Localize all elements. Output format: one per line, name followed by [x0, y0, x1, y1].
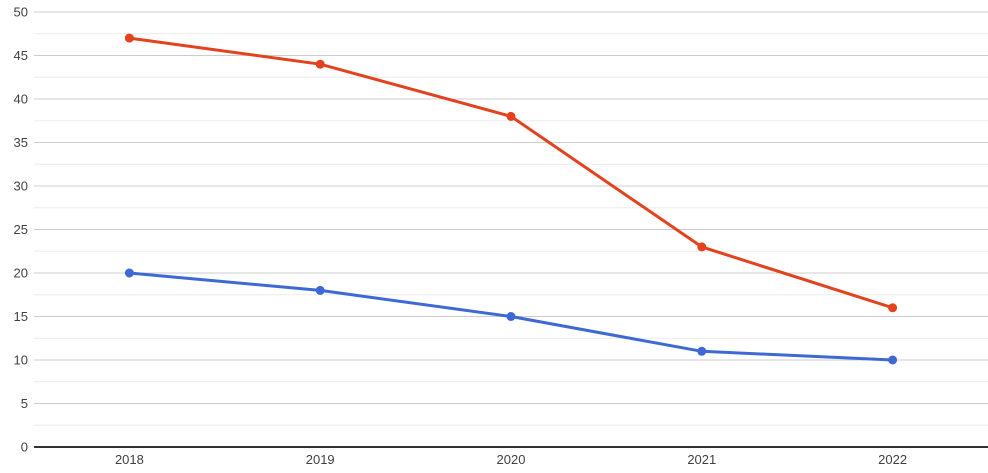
red-series-point[interactable] — [888, 303, 898, 313]
blue-series-point[interactable] — [697, 346, 707, 356]
series-points — [124, 33, 898, 365]
y-tick-label: 20 — [14, 266, 28, 281]
x-tick-label: 2018 — [115, 452, 144, 467]
y-tick-label: 25 — [14, 222, 28, 237]
red-series-point[interactable] — [697, 242, 707, 252]
x-tick-label: 2021 — [687, 452, 716, 467]
series-lines — [127, 36, 895, 362]
y-tick-label: 50 — [14, 5, 28, 20]
red-series-line — [127, 36, 895, 310]
y-tick-label: 40 — [14, 92, 28, 107]
blue-series-point[interactable] — [888, 355, 898, 365]
blue-series-point[interactable] — [506, 312, 516, 321]
y-tick-label: 5 — [21, 396, 28, 411]
minor-gridlines — [34, 33, 988, 426]
red-series-point[interactable] — [315, 59, 325, 69]
red-series-point[interactable] — [124, 33, 134, 43]
red-series-point[interactable] — [506, 111, 516, 121]
x-tick-label: 2019 — [306, 452, 335, 467]
y-tick-label: 15 — [14, 309, 28, 324]
y-tick-label: 45 — [14, 48, 28, 63]
y-axis-labels: 0 5 10 15 20 25 30 35 40 45 50 — [14, 5, 28, 455]
x-tick-label: 2020 — [497, 452, 526, 467]
x-tick-label: 2022 — [878, 452, 907, 467]
blue-series-point[interactable] — [124, 268, 134, 278]
x-axis-labels: 2018 2019 2020 2021 2022 — [115, 452, 907, 467]
y-tick-label: 30 — [14, 179, 28, 194]
y-tick-label: 0 — [21, 440, 28, 455]
y-tick-label: 10 — [14, 353, 28, 368]
y-tick-label: 35 — [14, 135, 28, 150]
blue-series-point[interactable] — [315, 285, 325, 295]
